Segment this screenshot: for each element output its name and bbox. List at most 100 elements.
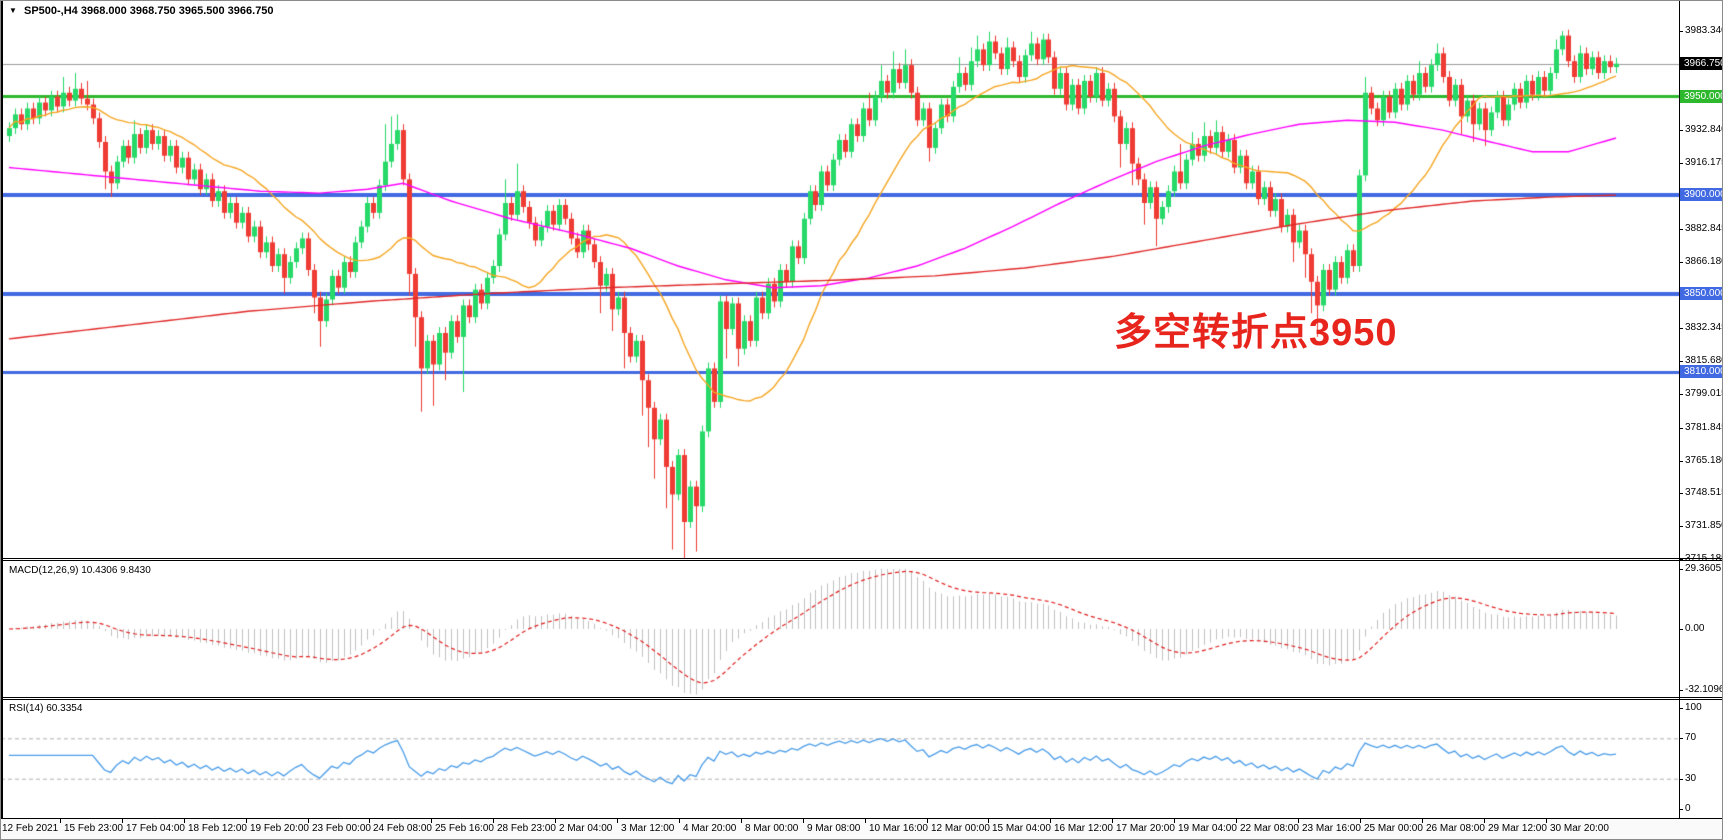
time-axis-tick [927,819,928,823]
macd-axis-tick [1679,569,1683,570]
price-axis-tick [1679,461,1683,462]
macd-axis-tick [1679,690,1683,691]
time-axis-label: 29 Mar 12:00 [1488,823,1547,834]
time-axis-tick [555,819,556,823]
price-axis-tick [1679,428,1683,429]
time-axis-border [1,818,1722,819]
time-axis-tick [246,819,247,823]
price-axis-tick [1679,559,1683,560]
time-axis-label: 12 Mar 00:00 [931,823,990,834]
time-axis-tick [493,819,494,823]
price-axis-tick [1679,328,1683,329]
price-axis-tick [1679,31,1683,32]
price-axis-label: 3731.850 [1685,520,1723,531]
rsi-axis-label: 30 [1685,773,1697,784]
price-axis-label: 3748.515 [1685,487,1723,498]
time-axis-label: 12 Feb 2021 [2,823,59,834]
price-chart-canvas[interactable] [1,1,1679,558]
macd-axis-label: 29.3605 [1685,563,1722,574]
time-axis-tick [1298,819,1299,823]
macd-axis-label: 0.00 [1685,623,1705,634]
price-axis-tick [1679,361,1683,362]
time-axis-tick [60,819,61,823]
time-axis-tick [865,819,866,823]
price-level-label-3810.000: 3810.000 [1680,365,1722,378]
price-axis-label: 3866.180 [1685,256,1723,267]
time-axis-tick [1050,819,1051,823]
rsi-axis-tick [1679,779,1683,780]
panel-separator[interactable] [1,560,1722,561]
price-level-label-3966.750: 3966.750 [1680,57,1722,70]
symbol-label: SP500-,H4 [23,5,78,17]
time-axis-label: 9 Mar 08:00 [807,823,861,834]
price-axis-tick [1679,163,1683,164]
time-axis-label: 25 Feb 16:00 [435,823,494,834]
time-axis-tick [988,819,989,823]
time-axis-label: 8 Mar 00:00 [745,823,799,834]
time-axis-tick [617,819,618,823]
time-axis-tick [1546,819,1547,823]
rsi-axis-tick [1679,708,1683,709]
rsi-axis-tick [1679,738,1683,739]
time-axis-tick [1360,819,1361,823]
time-axis-label: 19 Mar 04:00 [1178,823,1237,834]
panel-separator[interactable] [1,558,1722,559]
time-axis[interactable] [1,819,1722,839]
time-axis-label: 24 Feb 08:00 [373,823,432,834]
time-axis-tick [122,819,123,823]
time-axis-tick [369,819,370,823]
price-axis-label: 3832.345 [1685,322,1723,333]
time-axis-label: 3 Mar 12:00 [621,823,675,834]
time-axis-tick [1236,819,1237,823]
price-axis-tick [1679,394,1683,395]
rsi-axis-tick [1679,809,1683,810]
price-axis-label: 3765.180 [1685,455,1723,466]
time-axis-tick [431,819,432,823]
time-axis-label: 15 Mar 04:00 [992,823,1051,834]
time-axis-label: 2 Mar 04:00 [559,823,613,834]
price-level-label-3850.000: 3850.000 [1680,287,1722,300]
time-axis-label: 19 Feb 20:00 [250,823,309,834]
price-level-label-3950.000: 3950.000 [1680,90,1722,103]
price-level-label-3900.000: 3900.000 [1680,188,1722,201]
time-axis-tick [679,819,680,823]
time-axis-label: 26 Mar 08:00 [1426,823,1485,834]
ohlc-values: 3968.000 3968.750 3965.500 3966.750 [80,5,274,17]
chart-title: ▼ SP500-,H4 3968.000 3968.750 3965.500 3… [9,5,274,17]
time-axis-tick [1112,819,1113,823]
time-axis-label: 15 Feb 23:00 [64,823,123,834]
macd-indicator-canvas[interactable] [1,562,1679,697]
time-axis-label: 4 Mar 20:00 [683,823,737,834]
time-axis-tick [1422,819,1423,823]
text-annotation: 多空转折点3950 [1114,312,1398,354]
price-axis-label: 3781.845 [1685,422,1723,433]
rsi-axis-label: 70 [1685,732,1697,743]
panel-separator[interactable] [1,697,1722,698]
time-axis-label: 23 Feb 00:00 [312,823,371,834]
time-axis-tick [184,819,185,823]
price-axis-label: 3916.175 [1685,157,1723,168]
price-axis-label: 3932.840 [1685,124,1723,135]
time-axis-label: 25 Mar 00:00 [1364,823,1423,834]
price-axis-label: 3815.680 [1685,355,1723,366]
chart-left-border [1,1,3,818]
price-axis-tick [1679,526,1683,527]
rsi-label: RSI(14) 60.3354 [9,703,83,714]
time-axis-tick [1174,819,1175,823]
price-axis-tick [1679,229,1683,230]
down-triangle-icon: ▼ [9,6,17,15]
price-axis-line [1679,1,1680,818]
rsi-indicator-canvas[interactable] [1,701,1679,817]
time-axis-label: 17 Feb 04:00 [126,823,185,834]
time-axis-label: 10 Mar 16:00 [869,823,928,834]
price-axis-tick [1679,262,1683,263]
panel-separator[interactable] [1,699,1722,700]
time-axis-label: 30 Mar 20:00 [1550,823,1609,834]
time-axis-label: 18 Feb 12:00 [188,823,247,834]
price-axis-label: 3799.015 [1685,388,1723,399]
macd-axis-tick [1679,629,1683,630]
price-axis-tick [1679,493,1683,494]
time-axis-tick [741,819,742,823]
time-axis-tick [803,819,804,823]
